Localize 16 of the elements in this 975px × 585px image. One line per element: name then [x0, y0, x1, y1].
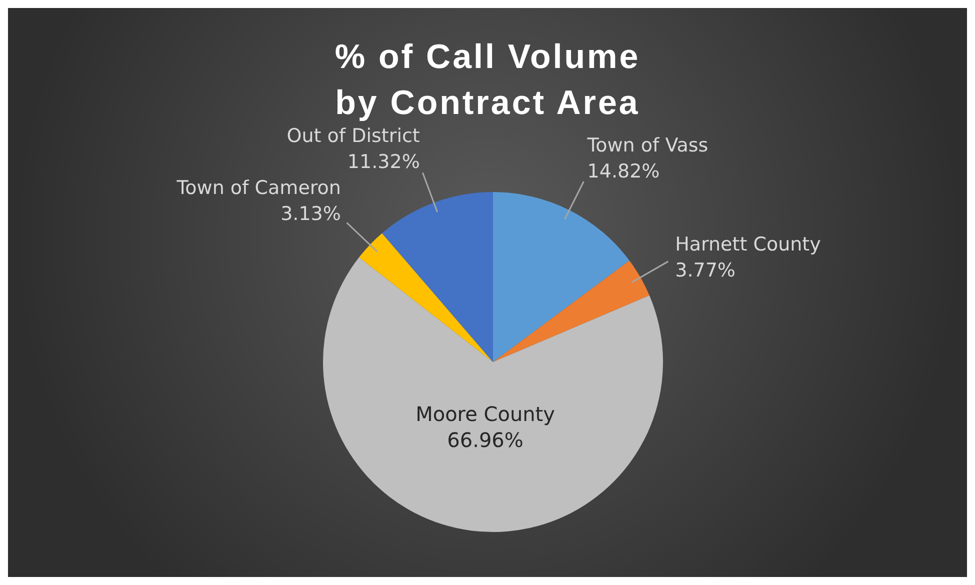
- data-label: 3.13%: [280, 203, 341, 226]
- data-label: 14.82%: [587, 160, 660, 182]
- chart-title: % of Call Volume by Contract Area: [334, 37, 642, 124]
- slice-label: Out of District: [286, 125, 420, 148]
- data-label: 66.96%: [447, 428, 524, 452]
- slice-label: Moore County: [416, 402, 556, 426]
- pie-slice: [493, 260, 650, 362]
- pie-slice: [323, 257, 663, 532]
- slice-label: Town of Cameron: [176, 177, 341, 200]
- slice-label: Town of Vass: [586, 134, 708, 156]
- slice-label: Harnett County: [675, 233, 821, 256]
- pie-slice: [382, 192, 493, 362]
- pie-slice: [493, 192, 630, 362]
- data-label: 11.32%: [347, 151, 420, 174]
- pie-slice: [359, 233, 493, 362]
- data-label: 3.77%: [675, 259, 736, 282]
